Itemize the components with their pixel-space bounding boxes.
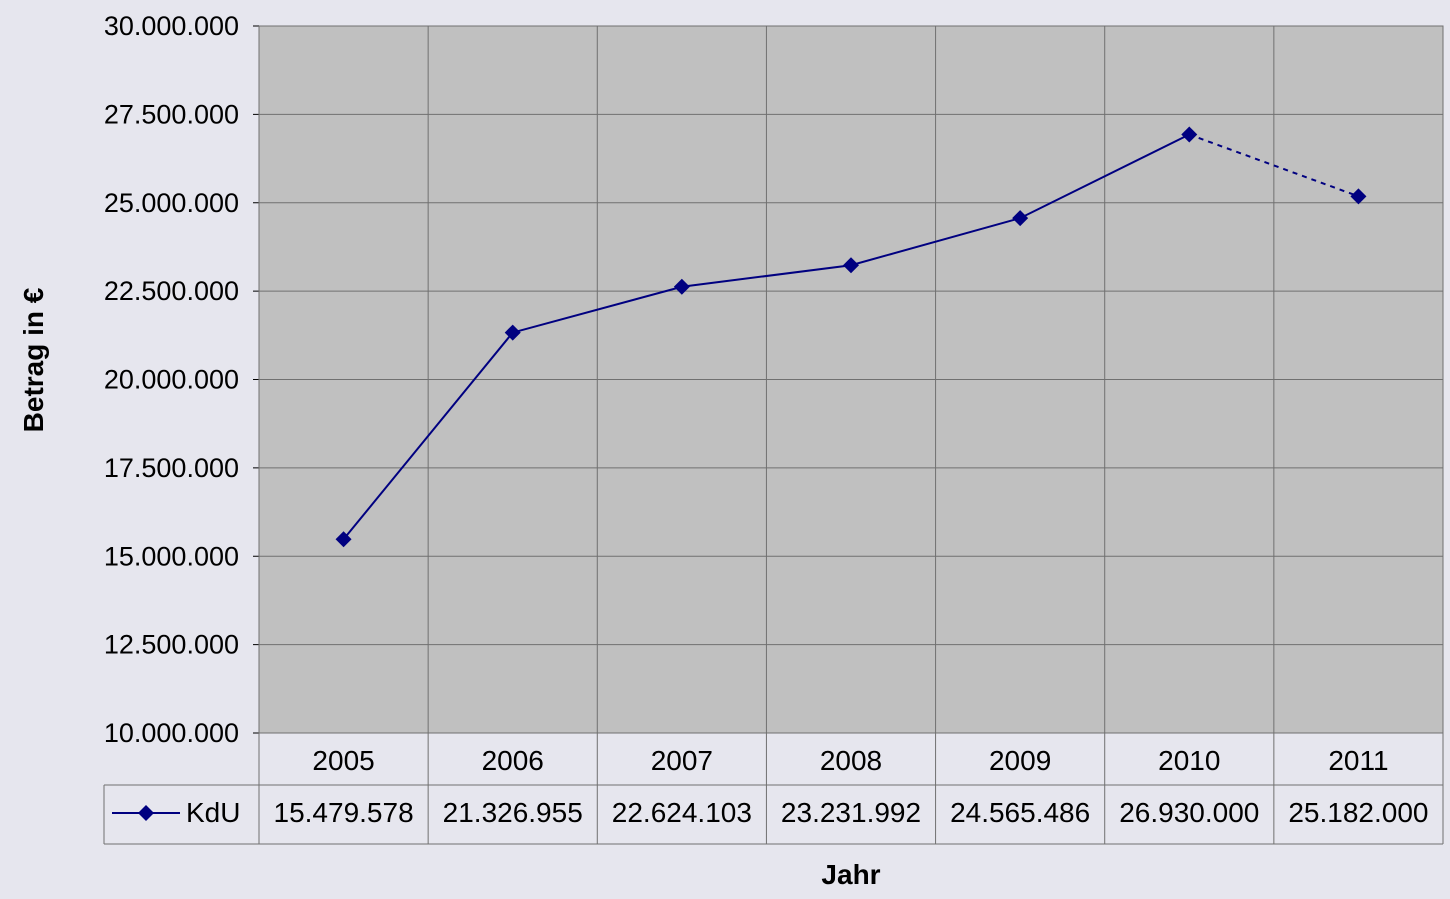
y-tick-label: 20.000.000 [104, 365, 239, 395]
data-table-value: 25.182.000 [1288, 797, 1428, 828]
data-point-marker [504, 324, 521, 341]
data-point-marker [1350, 188, 1367, 205]
y-tick-label: 30.000.000 [104, 11, 239, 41]
series-line [342, 133, 1190, 540]
data-table-value: 23.231.992 [781, 797, 921, 828]
x-tick-label: 2007 [651, 745, 713, 776]
data-point-marker [1012, 210, 1029, 227]
data-table-value: 21.326.955 [443, 797, 583, 828]
x-tick-label: 2005 [312, 745, 374, 776]
x-tick-label: 2008 [820, 745, 882, 776]
data-point-marker [843, 257, 859, 274]
series-line-dashed [1188, 133, 1359, 198]
y-tick-label: 25.000.000 [104, 188, 239, 218]
x-tick-label: 2009 [989, 745, 1051, 776]
data-point-marker [1181, 126, 1198, 143]
data-table-value: 24.565.486 [950, 797, 1090, 828]
data-table-value: 26.930.000 [1119, 797, 1259, 828]
y-tick-label: 15.000.000 [104, 541, 239, 571]
x-axis-title: Jahr [821, 859, 880, 890]
data-table-value: 15.479.578 [274, 797, 414, 828]
x-tick-label: 2006 [482, 745, 544, 776]
x-tick-label: 2010 [1158, 745, 1220, 776]
data-table-value: 22.624.103 [612, 797, 752, 828]
legend-marker [138, 805, 154, 821]
y-tick-label: 27.500.000 [104, 99, 239, 129]
data-point-marker [335, 531, 352, 548]
y-tick-label: 22.500.000 [104, 276, 239, 306]
data-point-marker [673, 278, 690, 295]
y-tick-label: 17.500.000 [104, 453, 239, 483]
y-axis-title: Betrag in € [18, 287, 49, 432]
y-tick-label: 12.500.000 [104, 630, 239, 660]
y-tick-label: 10.000.000 [104, 718, 239, 748]
x-tick-label: 2011 [1328, 745, 1388, 776]
legend-label: KdU [186, 797, 240, 828]
